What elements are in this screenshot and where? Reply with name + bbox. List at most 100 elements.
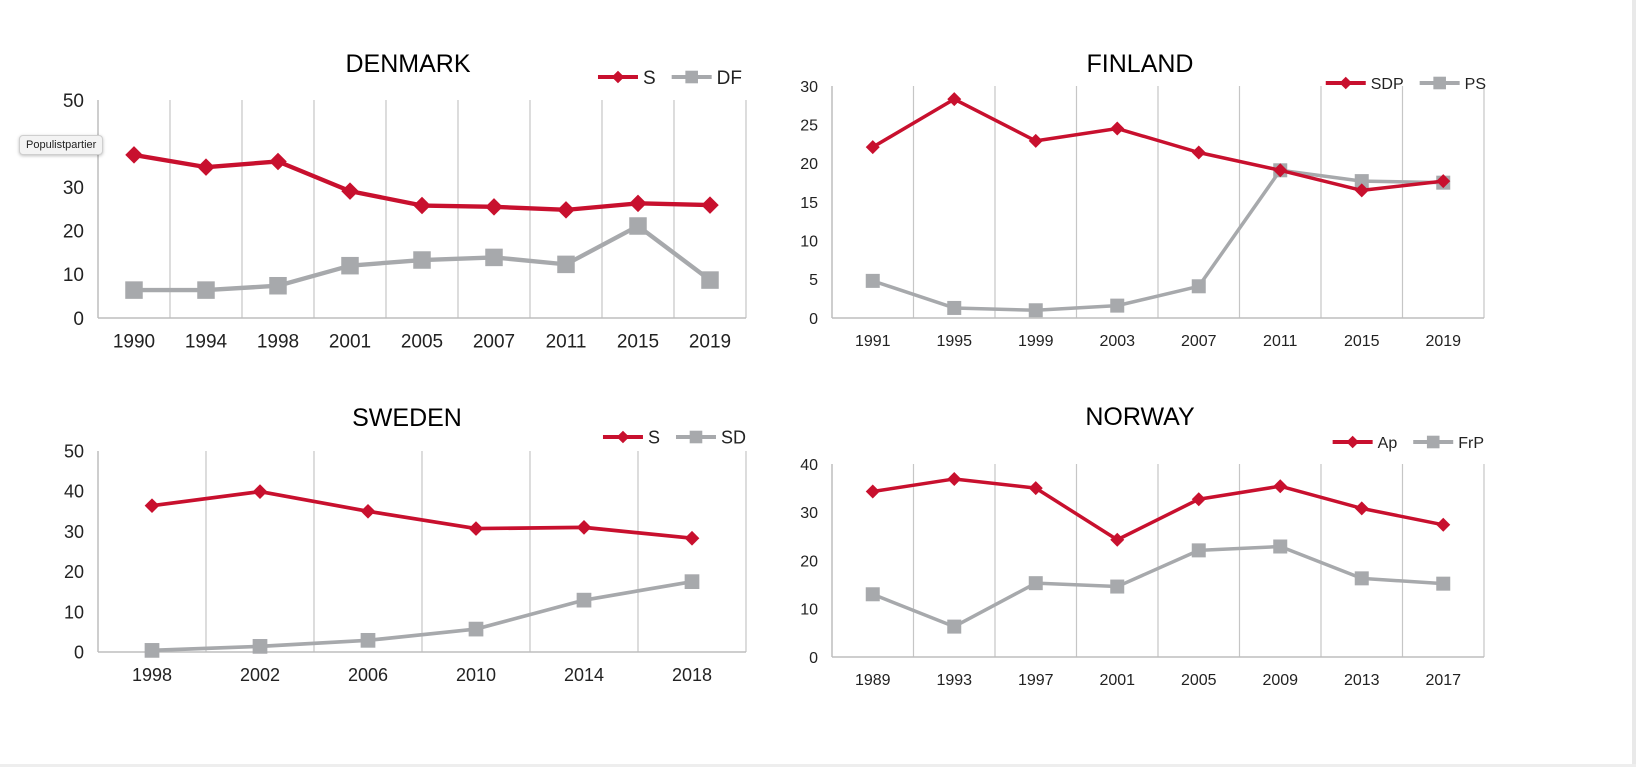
data-point [684,574,700,589]
data-point [360,632,376,648]
data-point [125,281,143,299]
x-tick-label: 2002 [240,665,280,685]
legend: SD S [602,427,746,447]
data-point [865,484,880,499]
legend-marker [1433,76,1446,90]
data-point [1273,479,1288,494]
data-point [1354,174,1369,189]
legend-label: Ap [1378,435,1398,452]
data-point [947,92,962,107]
data-point [485,198,503,216]
series-line [872,544,1444,629]
chart-title: DENMARK [345,50,470,78]
data-point [557,255,575,274]
series-line [151,489,693,541]
x-tick-label: 1997 [1018,672,1054,689]
x-tick-label: 1995 [936,333,972,350]
x-tick-label: 2011 [546,332,587,353]
series-line [872,477,1444,542]
y-tick-label: 15 [800,195,818,212]
data-point [865,587,880,602]
legend-marker [1339,76,1353,90]
legend-marker [611,70,625,84]
x-tick-label: 2006 [348,665,388,685]
data-point [1436,174,1451,189]
data-point [947,300,962,315]
y-tick-label: 0 [809,311,818,328]
legend-label: DF [717,68,742,89]
y-tick-label: 30 [800,505,818,522]
x-tick-label: 1990 [113,332,155,353]
data-point [1191,145,1206,160]
data-point [684,530,700,546]
data-point [468,621,484,637]
data-point [468,521,484,536]
data-point [1191,543,1206,558]
x-tick-label: 2007 [1181,333,1217,350]
data-point [1191,279,1206,294]
series-sdp [865,92,1451,198]
y-tick-label: 10 [64,602,84,622]
data-point [252,484,268,499]
x-tick-label: 1993 [936,672,972,689]
y-tick-label: 30 [64,522,84,542]
series-line [151,579,693,653]
x-tick-label: 1994 [185,332,228,353]
data-point [1273,163,1288,178]
data-point [125,146,143,164]
y-tick-label: 10 [63,265,84,286]
y-tick-label: 10 [800,233,818,250]
data-point [557,201,575,219]
y-tick-label: 20 [63,222,84,243]
y-tick-label: 40 [64,482,84,502]
series-line [871,97,1444,193]
series-sd [144,574,700,658]
data-point [341,182,359,200]
data-point [1028,576,1043,591]
x-tick-label: 2005 [401,332,443,353]
y-tick-label: 0 [73,309,84,330]
data-point [1028,133,1043,148]
data-point [144,643,160,658]
data-point [947,471,962,486]
y-tick-label: 5 [809,272,818,289]
y-tick-label: 40 [800,457,818,474]
x-tick-label: 2018 [672,665,712,685]
data-point [1354,501,1369,516]
data-point [197,158,215,176]
data-point [1191,492,1206,507]
data-point [1110,532,1125,547]
data-point [701,196,719,214]
data-point [1028,303,1043,318]
legend-label: S [648,427,660,447]
data-point [1110,579,1125,594]
legend-label: S [643,68,656,89]
window-edge-bottom [0,764,1636,767]
data-point [269,276,287,295]
chart-norway: 0 10 20 30 40 1989 1993 1997 2001 2005 2009 2013 201… [800,403,1485,689]
data-point [1273,539,1288,554]
legend: FrP Ap [1332,435,1484,452]
y-tick-label: 20 [64,562,84,582]
legend-marker [1346,435,1359,449]
y-tick-label: 20 [800,553,818,570]
data-point [629,217,647,235]
series-df [125,217,719,299]
x-tick-label: 1989 [855,672,891,689]
legend-marker [689,430,703,444]
data-point [1354,183,1369,198]
data-point [269,152,287,171]
y-tick-label: 10 [800,602,818,619]
data-point [1028,481,1043,496]
data-point [413,251,431,269]
x-tick-label: 2015 [617,332,659,353]
y-tick-label: 0 [74,642,84,662]
data-point [1436,517,1451,532]
tooltip: Populistpartier [19,135,104,155]
chart-title: FINLAND [1087,50,1194,78]
data-point [252,639,268,654]
x-tick-label: 2009 [1262,672,1298,689]
y-tick-label: 20 [800,156,818,173]
x-tick-label: 2014 [564,665,604,685]
x-tick-label: 1999 [1018,333,1054,350]
